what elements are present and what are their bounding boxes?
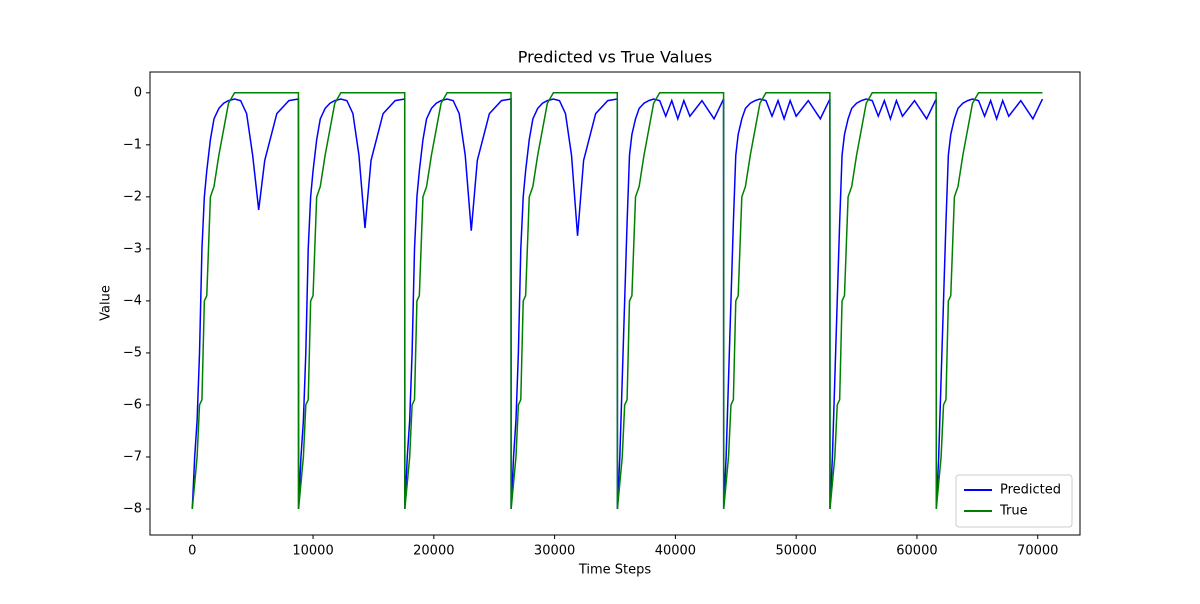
x-tick-label: 10000 (292, 544, 333, 559)
x-axis-label: Time Steps (578, 563, 652, 578)
legend-box (955, 474, 1073, 528)
y-tick-label: −6 (123, 397, 142, 412)
x-tick-label: 0 (188, 544, 196, 559)
x-tick-label: 60000 (896, 544, 937, 559)
x-tick-label: 30000 (534, 544, 575, 559)
y-tick-label: −1 (123, 137, 142, 152)
plot-frame (149, 71, 1081, 536)
x-tick-label: 50000 (775, 544, 816, 559)
y-tick-label: −8 (123, 501, 142, 516)
legend-label: True (999, 504, 1028, 519)
x-tick-label: 40000 (655, 544, 696, 559)
x-tick-label: 70000 (1017, 544, 1058, 559)
y-tick-label: 0 (134, 85, 142, 100)
x-tick-label: 20000 (413, 544, 454, 559)
series-line (191, 92, 1043, 510)
y-axis-label: Value (99, 285, 114, 321)
y-tick-label: −7 (123, 449, 142, 464)
chart-title: Predicted vs True Values (518, 48, 712, 67)
y-tick-label: −5 (123, 345, 142, 360)
y-tick-label: −3 (123, 241, 142, 256)
y-tick-label: −4 (123, 293, 142, 308)
legend-label: Predicted (1000, 483, 1061, 498)
y-tick-label: −2 (123, 189, 142, 204)
